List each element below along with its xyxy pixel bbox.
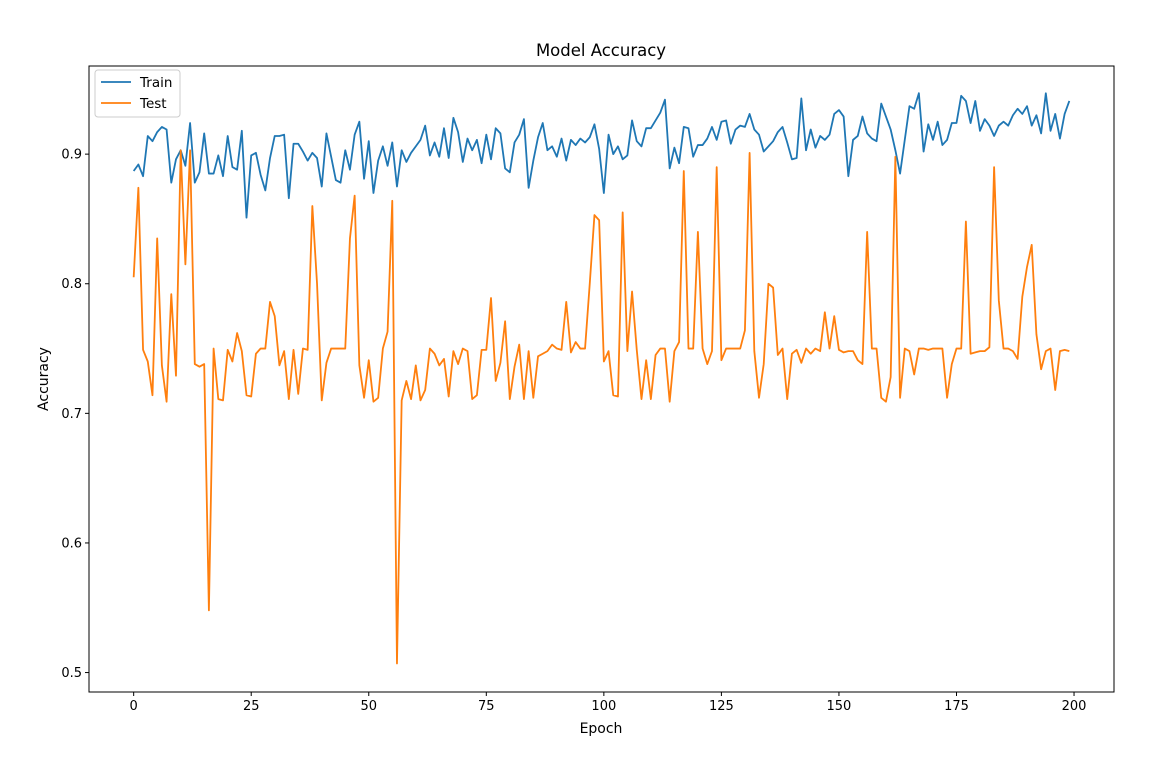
x-tick-label: 0 [130,699,138,714]
y-tick-label: 0.6 [61,536,82,551]
x-tick-label: 50 [360,699,377,714]
x-tick-label: 200 [1062,699,1087,714]
plot-frame [88,65,1115,693]
x-axis-title: Epoch [580,721,623,737]
chart-title: Model Accuracy [536,41,666,60]
x-tick-label: 150 [827,699,852,714]
legend-label-train: Train [139,75,172,91]
legend-label-test: Test [139,96,167,112]
y-axis-title: Accuracy [36,347,52,411]
y-tick-label: 0.7 [61,407,82,422]
x-axis: 0 25 50 75 100 125 150 175 200 [130,692,1087,714]
legend: Train Test [94,69,181,118]
series-layer [132,92,1071,665]
y-axis: 0.5 0.6 0.7 0.8 0.9 [61,148,89,681]
y-tick-label: 0.5 [61,666,82,681]
x-tick-label: 75 [478,699,495,714]
series-line-train [132,92,1071,219]
series-line-test [132,149,1070,665]
x-tick-label: 175 [944,699,969,714]
x-tick-label: 100 [591,699,616,714]
y-tick-label: 0.9 [61,148,82,163]
x-tick-label: 125 [709,699,734,714]
y-tick-label: 0.8 [61,277,82,292]
x-tick-label: 25 [243,699,260,714]
